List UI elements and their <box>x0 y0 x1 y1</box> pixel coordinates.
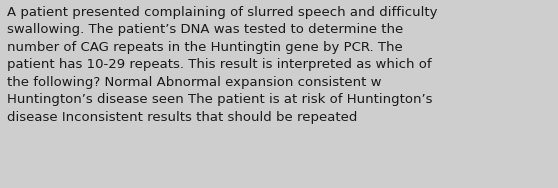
Text: A patient presented complaining of slurred speech and difficulty
swallowing. The: A patient presented complaining of slurr… <box>7 6 437 124</box>
